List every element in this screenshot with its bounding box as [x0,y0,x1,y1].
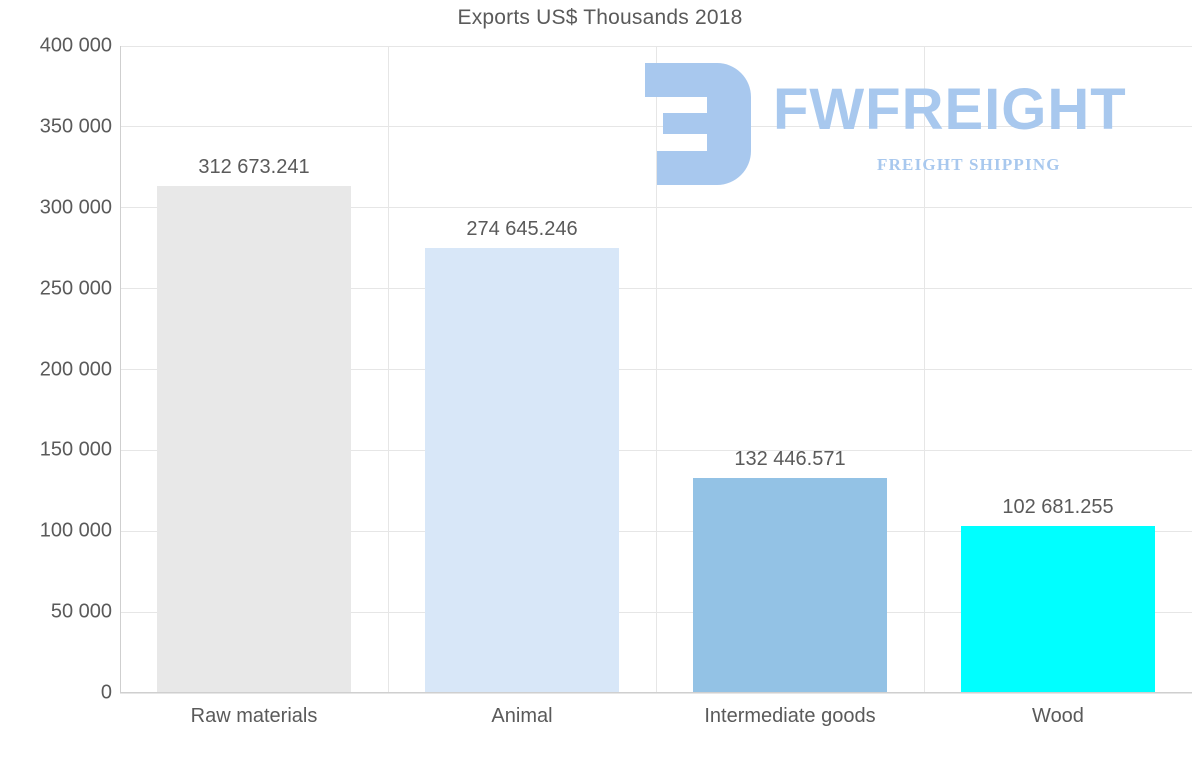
x-axis-tick-label: Animal [491,705,553,727]
gridline-horizontal [120,692,1192,694]
plot-area: 312 673.241 274 645.246 132 446.571 102 681… [120,45,1192,694]
y-axis-tick-label: 0 [100,681,112,704]
y-axis-line [120,46,121,693]
gridline-vertical [656,46,657,693]
bar[interactable] [960,525,1156,692]
chart-title: Exports US$ Thousands 2018 [457,6,743,29]
bar-value-label: 312 673.241 [198,156,310,179]
bar-value-label: 274 645.246 [466,217,578,240]
x-axis-line [120,692,1192,693]
gridline-vertical [388,46,389,693]
bar[interactable] [692,477,888,692]
y-axis-tick-label: 350 000 [39,115,112,138]
x-axis-tick-label: Intermediate goods [704,705,876,727]
y-axis-tick-label: 50 000 [50,600,112,623]
y-axis-tick-label: 150 000 [39,438,112,461]
x-axis-tick-label: Wood [1032,705,1084,727]
bar[interactable] [424,247,620,692]
x-axis-tick-label: Raw materials [190,705,318,727]
y-axis-tick-label: 100 000 [39,519,112,542]
bar-value-label: 132 446.571 [734,447,846,470]
y-axis-tick-label: 250 000 [39,277,112,300]
y-axis-tick-label: 200 000 [39,358,112,380]
y-axis-tick-label: 400 000 [39,34,112,57]
bar[interactable] [156,186,352,692]
gridline-vertical [924,46,925,693]
bar-value-label: 102 681.255 [1002,495,1114,518]
y-axis-tick-label: 300 000 [39,196,112,219]
